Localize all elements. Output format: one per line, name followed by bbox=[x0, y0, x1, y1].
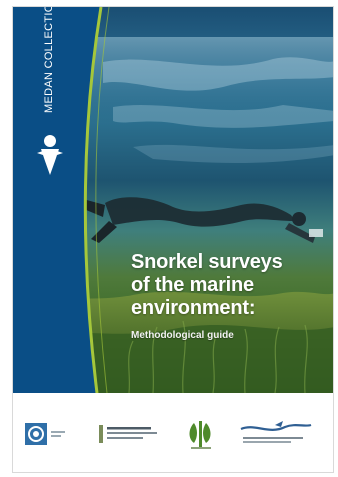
book-cover: MEDAN COLLECTION Snorkel surveys of the … bbox=[12, 6, 334, 473]
series-label: MEDAN COLLECTION bbox=[37, 7, 63, 137]
title-block: Snorkel surveys of the marine environmen… bbox=[131, 251, 331, 341]
cover-photo: MEDAN COLLECTION Snorkel surveys of the … bbox=[13, 7, 333, 393]
snorkeler-figure bbox=[79, 197, 323, 243]
medan-logo-icon bbox=[37, 135, 63, 175]
partner-logo-bar bbox=[13, 393, 333, 472]
cover-subtitle: Methodological guide bbox=[131, 330, 234, 341]
side-band bbox=[13, 7, 110, 393]
wave-bird-emblem-icon bbox=[240, 421, 312, 443]
series-text: MEDAN COLLECTION bbox=[43, 7, 55, 113]
institution-wordmark-icon bbox=[99, 425, 157, 443]
spiral-emblem-icon bbox=[25, 423, 65, 445]
cover-title: Snorkel surveys of the marine environmen… bbox=[131, 251, 283, 319]
leaf-emblem-icon bbox=[189, 421, 211, 449]
